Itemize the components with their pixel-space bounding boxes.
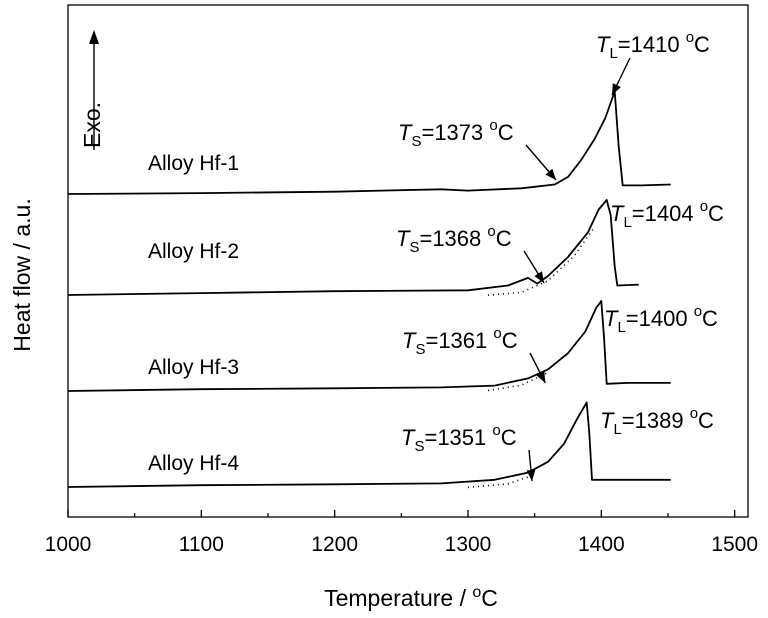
series-label: Alloy Hf-4: [148, 452, 239, 475]
liquidus-label: TL=1389 oC: [600, 405, 714, 438]
curve-alloy-hf-3: [67, 300, 671, 392]
x-tick-label-1500: 1500: [711, 533, 758, 556]
curve-alloy-hf-2: [67, 199, 639, 296]
solidus-label: TS=1361 oC: [402, 325, 518, 358]
curve-alloy-hf-1: [67, 90, 671, 195]
solidus-label: TS=1368 oC: [396, 223, 512, 256]
liquidus-label: TL=1400 oC: [604, 303, 718, 336]
x-tick-label-1100: 1100: [179, 533, 224, 556]
y-axis-label: Heat flow / a.u.: [9, 198, 35, 351]
x-tick-label-1300: 1300: [445, 533, 492, 556]
liquidus-label: TL=1410 oC: [596, 29, 710, 62]
arrow-icon: [545, 168, 556, 180]
liquidus-label: TL=1404 oC: [610, 198, 724, 231]
arrow-icon: [536, 371, 546, 383]
arrow-icon: [526, 469, 536, 481]
series-curves: [67, 90, 671, 489]
x-tick-label-1200: 1200: [311, 533, 358, 556]
solidus-label: TS=1373 oC: [398, 117, 514, 150]
extrapolation-dots: [467, 474, 535, 489]
exo-indicator: Exo.: [79, 30, 105, 150]
series-label: Alloy Hf-2: [148, 240, 239, 263]
series-label: Alloy Hf-1: [148, 152, 239, 175]
annotations: TS=1373 oC TL=1410 oC TS=1368 oC TL=1404 oC…: [396, 29, 724, 482]
arrow-up-icon: [89, 30, 99, 44]
x-axis-label: Temperature / oC: [324, 584, 498, 611]
arrow-icon: [534, 271, 544, 283]
curve-alloy-hf-4: [67, 401, 671, 488]
exo-label: Exo.: [79, 102, 105, 148]
solidus-label: TS=1351 oC: [401, 422, 517, 455]
arrow-icon: [612, 83, 621, 95]
series-labels: Alloy Hf-1 Alloy Hf-2 Alloy Hf-3 Alloy Hf-4: [148, 152, 239, 475]
series-label: Alloy Hf-3: [148, 356, 239, 379]
x-ticks: 1000 1100 1200 1300 1400 1500: [45, 510, 758, 556]
x-tick-label-1000: 1000: [45, 533, 92, 556]
plot-frame: [67, 4, 749, 518]
x-tick-label-1400: 1400: [578, 533, 625, 556]
